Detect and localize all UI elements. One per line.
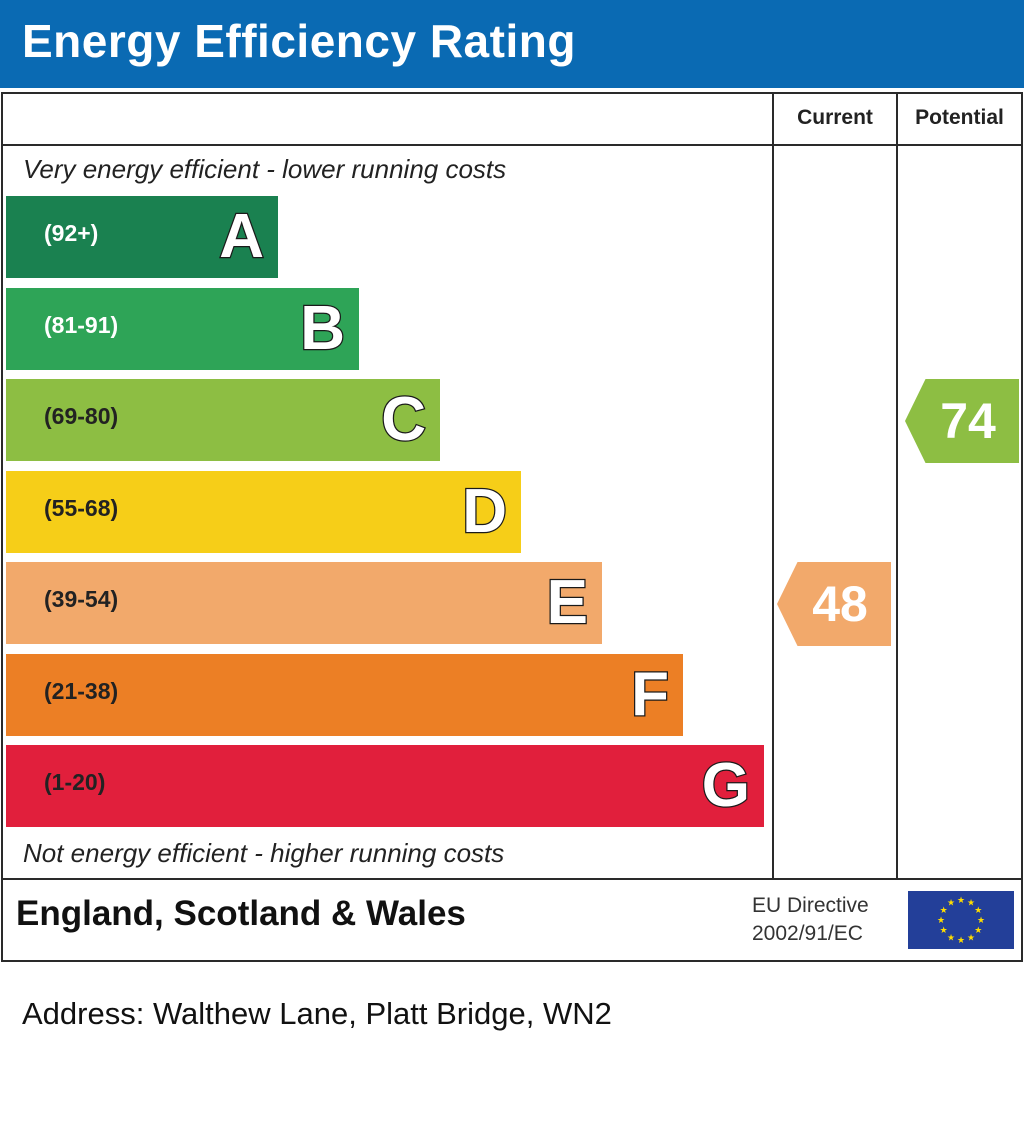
band-letter: B	[299, 293, 346, 365]
band-f: (21-38) F	[6, 654, 683, 736]
eu-star-icon: ★	[957, 935, 965, 945]
current-rating-arrow: 48	[777, 562, 891, 646]
eu-star-icon: ★	[974, 905, 982, 915]
rating-frame: Current Potential Very energy efficient …	[1, 92, 1023, 962]
top-caption: Very energy efficient - lower running co…	[23, 154, 507, 184]
band-letter: G	[701, 750, 752, 822]
current-column-divider	[772, 94, 774, 880]
country-label: England, Scotland & Wales	[16, 894, 466, 933]
band-letter: E	[545, 567, 589, 639]
eu-star-icon: ★	[957, 895, 965, 905]
eu-star-icon: ★	[967, 898, 975, 908]
potential-rating-arrow-value: 74	[940, 393, 996, 449]
band-a: (92+) A	[6, 196, 278, 278]
eu-star-icon: ★	[940, 905, 948, 915]
band-b: (81-91) B	[6, 288, 359, 370]
current-rating-arrow-value: 48	[812, 576, 868, 632]
eu-star-icon: ★	[947, 898, 955, 908]
potential-column-header: Potential	[915, 106, 1004, 129]
eu-directive-line1: EU Directive	[752, 894, 869, 917]
eu-directive-line2: 2002/91/EC	[752, 922, 863, 945]
current-column-header: Current	[797, 106, 873, 129]
band-range-label: (92+)	[44, 220, 99, 246]
eu-directive-text: EU Directive 2002/91/EC	[752, 892, 869, 948]
eu-star-icon: ★	[967, 932, 975, 942]
band-e: (39-54) E	[6, 562, 602, 644]
band-letter: C	[380, 384, 427, 456]
band-range-label: (39-54)	[44, 586, 119, 612]
eu-flag-icon: ★ ★ ★ ★ ★ ★ ★ ★ ★ ★ ★ ★	[908, 891, 1014, 949]
header-bar: Energy Efficiency Rating	[0, 0, 1024, 88]
page-title: Energy Efficiency Rating	[22, 15, 576, 67]
header-row-divider-left	[3, 144, 772, 146]
bottom-caption: Not energy efficient - higher running co…	[23, 838, 505, 868]
eu-star-icon: ★	[947, 932, 955, 942]
band-c: (69-80) C	[6, 379, 440, 461]
band-range-label: (21-38)	[44, 678, 119, 704]
eu-star-icon: ★	[937, 915, 945, 925]
band-range-label: (69-80)	[44, 403, 119, 429]
potential-column-divider	[896, 94, 898, 880]
eu-star-icon: ★	[977, 915, 985, 925]
band-range-label: (1-20)	[44, 769, 106, 795]
header-row-divider	[772, 144, 1021, 146]
band-letter: A	[218, 201, 265, 273]
band-letter: D	[461, 476, 508, 548]
eu-star-icon: ★	[940, 925, 948, 935]
address-line: Address: Walthew Lane, Platt Bridge, WN2	[22, 996, 612, 1031]
potential-rating-arrow: 74	[905, 379, 1019, 463]
band-g: (1-20) G	[6, 745, 764, 827]
band-range-label: (81-91)	[44, 312, 119, 338]
band-letter: F	[630, 659, 670, 731]
band-range-label: (55-68)	[44, 495, 119, 521]
eu-star-icon: ★	[974, 925, 982, 935]
footer-divider	[3, 878, 1021, 880]
band-d: (55-68) D	[6, 471, 521, 553]
